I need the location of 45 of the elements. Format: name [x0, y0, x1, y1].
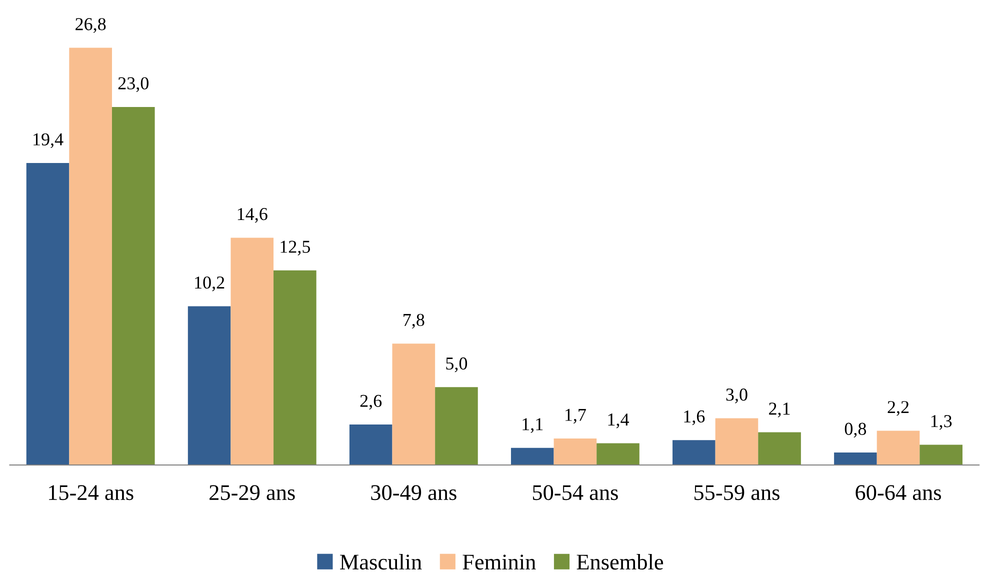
bar	[392, 344, 436, 465]
data-label: 1,3	[931, 415, 952, 430]
x-tick-label: 50-54 ans	[532, 485, 618, 500]
data-label: 3,0	[726, 388, 748, 404]
data-label: 7,8	[404, 314, 424, 329]
bar	[834, 452, 877, 465]
data-label: 2,6	[360, 394, 382, 410]
bar	[112, 106, 155, 465]
bar	[26, 163, 70, 465]
legend-label: Ensemble	[576, 554, 664, 570]
bar	[510, 448, 554, 465]
bar	[920, 444, 962, 465]
data-label: 19,4	[34, 133, 64, 148]
data-label: 2,2	[888, 401, 909, 416]
data-label: 2,1	[769, 402, 790, 418]
bar	[69, 48, 112, 465]
bar	[554, 438, 597, 465]
legend-label: Feminin	[462, 554, 536, 570]
bar	[672, 440, 716, 465]
x-tick-label: 15-24 ans	[49, 485, 134, 500]
x-tick-label: 60-64 ans	[856, 485, 941, 500]
data-label: 23,0	[118, 77, 148, 92]
bar	[596, 443, 640, 465]
bar	[230, 238, 274, 465]
x-tick-label: 25-29 ans	[210, 485, 295, 500]
data-label: 1,7	[565, 408, 586, 424]
data-label: 0,8	[844, 422, 866, 438]
data-label: 1,6	[684, 410, 705, 426]
legend-label: Masculin	[340, 554, 422, 570]
data-label: 1,4	[608, 414, 630, 428]
x-tick-label: 30-49 ans	[371, 485, 456, 500]
x-tick-label: 55-59 ans	[694, 485, 780, 500]
bar	[715, 418, 758, 465]
bar	[274, 270, 316, 465]
bar	[188, 306, 231, 465]
data-label: 26,8	[76, 18, 106, 33]
bar	[349, 424, 392, 465]
data-label: 14,6	[238, 208, 268, 223]
data-label: 10,2	[195, 276, 224, 292]
data-label: 5,0	[446, 357, 468, 372]
bar	[758, 432, 801, 465]
bar	[876, 430, 920, 465]
bar	[435, 387, 478, 465]
data-label: 1,1	[522, 418, 543, 433]
data-label: 12,5	[280, 240, 310, 256]
